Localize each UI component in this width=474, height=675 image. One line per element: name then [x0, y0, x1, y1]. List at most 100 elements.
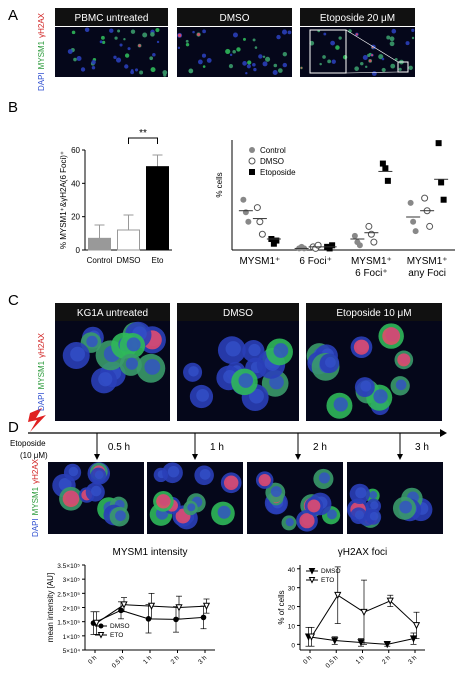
data-point [426, 222, 434, 230]
y-tick-label: 40 [71, 179, 80, 188]
stain-name: γH2AX [37, 12, 46, 38]
nucleus [187, 503, 196, 512]
stain-name: DAPI [37, 392, 46, 411]
data-point [370, 238, 378, 246]
cell [119, 43, 123, 47]
y-tick-label: 60 [71, 146, 80, 155]
cell [242, 61, 247, 66]
x-tick-label: 6 Foci⁺ [299, 256, 332, 267]
cell [362, 54, 368, 61]
cell [236, 47, 241, 52]
nucleus [144, 358, 161, 375]
legend-marker [308, 577, 316, 584]
cell [67, 49, 73, 54]
nucleus [399, 500, 412, 514]
data-point [440, 196, 447, 203]
stain-name: MYSM1 [37, 360, 46, 389]
dose: (10 μM) [20, 451, 48, 460]
data-point [256, 218, 264, 226]
data-point [412, 622, 421, 630]
lightning-icon [28, 408, 46, 432]
zoom-line [345, 71, 399, 74]
data-point [379, 160, 386, 167]
cell [76, 56, 82, 62]
cell [327, 59, 332, 64]
x-tick-label: MYSM1⁺ [407, 256, 448, 267]
cell [99, 40, 103, 44]
y-tick-label: 20 [288, 605, 296, 612]
y-tick-label: 10 [288, 623, 296, 630]
cell [243, 37, 246, 41]
time-label: 1 h [210, 442, 224, 453]
timeline-arrow [440, 429, 447, 437]
y-axis-label: % of cells [277, 590, 286, 624]
data-point [410, 218, 417, 225]
cell [389, 41, 395, 47]
cell [229, 53, 233, 57]
panel-label: D [8, 419, 19, 436]
cell [338, 36, 342, 40]
caption-band [300, 8, 415, 26]
cell [253, 67, 257, 72]
cell [134, 68, 139, 72]
foci [397, 353, 411, 367]
cell [162, 70, 168, 75]
cell [225, 48, 231, 55]
cell [109, 28, 114, 33]
zoom-line [345, 29, 399, 63]
x-tick-label: 1 h [355, 654, 367, 666]
foci [197, 32, 201, 37]
nucleus [126, 337, 141, 352]
caption-band [55, 303, 170, 321]
cell [364, 65, 368, 69]
x-tick-label: 3 h [197, 654, 209, 666]
cell [155, 27, 160, 33]
cell [185, 39, 189, 43]
cell [113, 55, 117, 59]
nucleus [395, 379, 407, 391]
nucleus [217, 505, 231, 519]
cell [335, 45, 340, 50]
data-point [175, 604, 183, 612]
significance-bracket [128, 137, 158, 144]
nucleus [94, 470, 104, 480]
cell [232, 49, 236, 54]
nucleus [370, 501, 379, 510]
nucleus [270, 486, 282, 497]
data-point [412, 228, 419, 235]
y-tick-label: 3.5×10⁵ [57, 563, 80, 570]
caption-band [306, 303, 442, 321]
y-tick-label: 0 [291, 642, 295, 649]
cell [342, 54, 348, 60]
data-point [326, 245, 333, 252]
cell [149, 56, 154, 61]
cell [254, 46, 258, 49]
y-tick-label: 30 [288, 586, 296, 593]
caption-band [177, 303, 299, 321]
cell [265, 56, 271, 62]
data-point [382, 165, 389, 172]
nucleus [285, 518, 294, 527]
zoom-box [397, 61, 409, 73]
data-point [242, 209, 249, 216]
time-arrowhead [192, 454, 198, 460]
x-tick-label: 3 h [407, 654, 419, 666]
data-point [421, 194, 429, 202]
nucleus [238, 373, 254, 388]
data-point [407, 199, 414, 206]
foci [355, 33, 359, 36]
foci [307, 499, 321, 513]
cell [124, 53, 130, 58]
nucleus [86, 335, 98, 348]
cell [246, 64, 251, 69]
stain-name: MYSM1 [37, 40, 46, 69]
cell [386, 35, 391, 40]
cell [202, 65, 206, 68]
nucleus [70, 346, 86, 362]
cell [252, 38, 256, 42]
cell [232, 32, 238, 38]
data-point [258, 230, 266, 238]
stain-name: γH2AX [37, 332, 46, 358]
foci [138, 44, 141, 47]
cell [319, 62, 322, 66]
